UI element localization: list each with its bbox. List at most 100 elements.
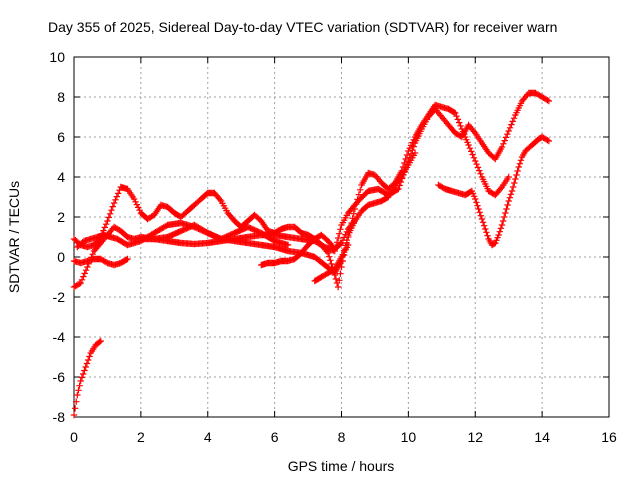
data-point-marker (509, 118, 516, 125)
x-tick-label: 10 (401, 429, 417, 445)
data-point-marker (478, 215, 486, 223)
data-point-marker (505, 197, 512, 205)
data-point-marker (465, 141, 472, 149)
data-point-marker (328, 260, 335, 268)
data-point-marker (81, 270, 88, 277)
data-point-marker (339, 237, 347, 244)
data-point-marker (409, 139, 416, 146)
data-point-marker (484, 232, 491, 239)
data-point-marker (77, 377, 84, 385)
data-point-marker (505, 173, 512, 181)
data-point-marker (498, 143, 506, 151)
data-point-marker (77, 279, 84, 287)
data-point-marker (490, 240, 498, 247)
data-point-marker (109, 203, 116, 210)
data-point-marker (506, 124, 514, 131)
y-tick-label: 6 (57, 129, 65, 145)
data-point-marker (108, 207, 115, 214)
data-point-marker (78, 276, 86, 283)
data-point-marker (70, 411, 78, 419)
y-tick-label: 2 (57, 209, 65, 225)
y-tick-label: 4 (57, 169, 65, 185)
series-layer (70, 89, 553, 419)
data-point-marker (480, 222, 488, 229)
data-point-marker (105, 214, 112, 221)
data-point-marker (76, 382, 83, 389)
data-point-marker (453, 113, 460, 120)
data-point-marker (136, 207, 143, 214)
y-tick-label: -2 (53, 289, 66, 305)
data-point-marker (350, 219, 357, 226)
data-point-marker (411, 149, 419, 157)
data-point-marker (133, 201, 141, 208)
data-point-marker (106, 210, 114, 217)
data-point-marker (75, 387, 82, 394)
data-point-marker (513, 171, 520, 179)
data-point-marker (395, 185, 402, 193)
data-point-marker (508, 187, 516, 195)
data-point-marker (476, 209, 483, 216)
data-point-marker (474, 202, 481, 209)
data-point-marker (469, 151, 476, 158)
data-point-marker (351, 217, 359, 225)
data-point-marker (501, 137, 508, 144)
x-tick-label: 8 (338, 429, 346, 445)
series-sat-h (137, 221, 292, 249)
data-point-marker (473, 199, 480, 206)
data-point-marker (504, 201, 511, 209)
data-point-marker (509, 183, 517, 191)
series-sat-e (70, 255, 131, 269)
data-point-marker (113, 193, 120, 200)
data-point-marker (350, 210, 357, 217)
series-sat-i (435, 133, 553, 249)
data-point-marker (85, 356, 92, 364)
data-point-marker (82, 363, 89, 371)
data-point-marker (503, 205, 510, 213)
data-point-marker (340, 234, 348, 241)
data-point-marker (83, 360, 91, 367)
y-tick-label: 10 (49, 49, 65, 65)
data-point-marker (497, 225, 505, 232)
data-point-marker (506, 194, 514, 201)
data-point-marker (545, 137, 553, 145)
data-point-marker (338, 239, 345, 247)
data-point-marker (497, 185, 505, 192)
x-tick-label: 4 (204, 429, 212, 445)
data-point-marker (130, 195, 138, 203)
data-point-marker (505, 127, 512, 135)
data-point-marker (73, 398, 80, 405)
y-axis-label: SDTVAR / TECUs (6, 181, 22, 293)
data-point-marker (284, 241, 292, 249)
data-point-marker (407, 142, 415, 149)
data-point-marker (517, 157, 525, 164)
x-axis-label: GPS time / hours (288, 458, 395, 474)
data-point-marker (456, 119, 463, 126)
data-point-marker (78, 374, 86, 381)
data-point-marker (470, 154, 478, 161)
data-point-marker (337, 226, 344, 233)
data-point-marker (110, 199, 118, 207)
series-sat-g (311, 241, 352, 285)
series-sat-a (70, 337, 104, 419)
data-point-marker (216, 196, 224, 203)
data-point-marker (483, 229, 490, 236)
data-point-marker (454, 116, 462, 123)
data-point-marker (507, 191, 515, 198)
data-point-marker (504, 131, 511, 138)
data-point-marker (502, 209, 509, 217)
data-point-marker (354, 196, 361, 203)
data-point-marker (80, 273, 87, 280)
data-point-marker (544, 97, 551, 104)
data-point-marker (343, 228, 351, 235)
data-point-marker (468, 148, 475, 155)
data-point-marker (357, 186, 364, 193)
x-tick-label: 12 (467, 429, 483, 445)
data-point-marker (473, 161, 480, 168)
data-point-marker (123, 256, 130, 263)
data-point-marker (124, 255, 131, 263)
data-point-marker (351, 205, 359, 213)
data-point-marker (472, 195, 479, 203)
x-tick-label: 0 (70, 429, 78, 445)
data-point-marker (545, 97, 553, 105)
data-point-marker (114, 190, 122, 197)
